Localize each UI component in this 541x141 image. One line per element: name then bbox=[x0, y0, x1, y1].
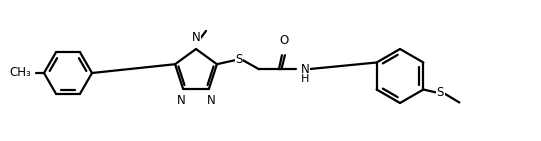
Text: N: N bbox=[207, 94, 215, 107]
Text: S: S bbox=[437, 86, 444, 99]
Text: O: O bbox=[279, 34, 288, 47]
Text: S: S bbox=[235, 53, 242, 66]
Text: H: H bbox=[301, 74, 309, 84]
Text: N: N bbox=[177, 94, 186, 107]
Text: N: N bbox=[192, 31, 200, 44]
Text: CH₃: CH₃ bbox=[9, 67, 31, 80]
Text: N: N bbox=[301, 63, 309, 76]
